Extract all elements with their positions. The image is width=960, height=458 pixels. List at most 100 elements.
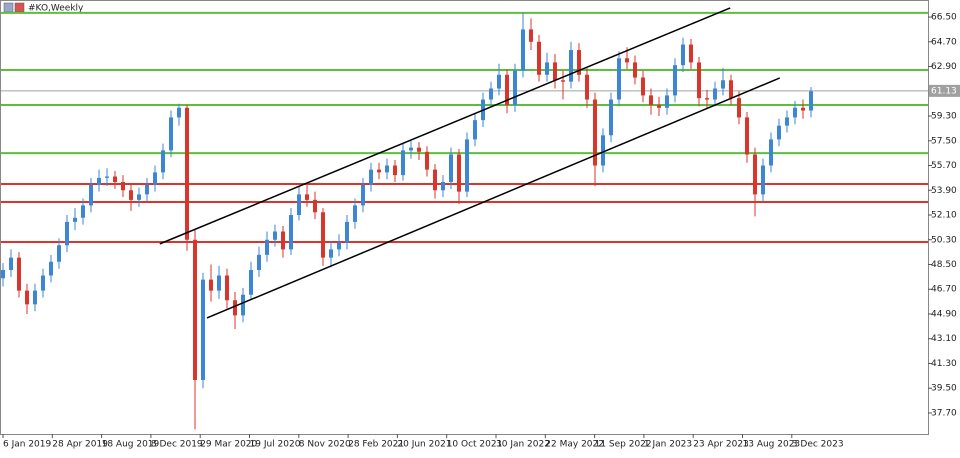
- candle-body: [641, 77, 645, 96]
- candle-body: [545, 62, 549, 75]
- y-tick-label: 43.10: [931, 334, 957, 344]
- candle-body: [465, 139, 469, 192]
- candle-body: [225, 275, 229, 301]
- candle-body: [113, 176, 117, 183]
- candle-body: [25, 290, 29, 305]
- candle-body: [257, 254, 261, 270]
- y-tick-label: 44.90: [931, 309, 957, 319]
- candle-body: [425, 151, 429, 170]
- candle-body: [129, 190, 133, 200]
- y-tick-label: 66.50: [931, 13, 957, 23]
- candle-body: [121, 182, 125, 191]
- candle-body: [777, 125, 781, 140]
- x-tick-label: 18 Aug 2019: [102, 440, 160, 450]
- candle-body: [585, 74, 589, 100]
- candle-body: [289, 215, 293, 250]
- candle-body: [369, 169, 373, 185]
- candle-body: [17, 257, 21, 291]
- candle-body: [353, 205, 357, 222]
- candle-body: [337, 242, 341, 250]
- candle-body: [153, 172, 157, 185]
- candle-body: [489, 88, 493, 100]
- candle-body: [521, 29, 525, 71]
- trend-line: [206, 77, 781, 319]
- candle-body: [681, 44, 685, 66]
- candle-body: [81, 205, 85, 218]
- x-tick-label: 1 Jan 2023: [644, 440, 692, 450]
- candle-body: [705, 98, 709, 100]
- candle-body: [177, 107, 181, 118]
- candle-body: [657, 105, 661, 108]
- candle-body: [169, 117, 173, 151]
- y-tick-label: 50.30: [931, 235, 957, 245]
- candle-body: [409, 147, 413, 151]
- candle-body: [313, 199, 317, 213]
- candle-body: [49, 261, 53, 276]
- candle-body: [297, 194, 301, 216]
- candle-body: [689, 44, 693, 63]
- candle-body: [417, 147, 421, 152]
- x-tick-label: 8 Dec 2019: [151, 440, 203, 450]
- candle-body: [473, 120, 477, 140]
- y-tick-label: 59.30: [931, 112, 957, 122]
- x-tick-label: 22 May 2022: [545, 440, 604, 450]
- price-label: 61.13: [931, 86, 957, 96]
- candle-body: [1, 269, 5, 279]
- candle-body: [809, 91, 813, 111]
- candle-body: [729, 80, 733, 99]
- candle-body: [673, 65, 677, 96]
- candle-body: [433, 169, 437, 191]
- candle-body: [193, 239, 197, 380]
- candle-body: [89, 184, 93, 206]
- x-tick-label: 19 Jul 2020: [250, 440, 301, 450]
- y-tick-label: 37.70: [931, 408, 957, 418]
- x-tick-label: 6 Jan 2019: [3, 440, 51, 450]
- candle-body: [385, 165, 389, 173]
- candle-body: [41, 275, 45, 291]
- y-tick-label: 52.10: [931, 211, 957, 221]
- candle-body: [513, 70, 517, 106]
- x-tick-label: 28 Feb 2021: [348, 440, 404, 450]
- candle-body: [393, 165, 397, 176]
- price-label-box: [929, 84, 960, 97]
- x-tick-label: 20 Jun 2021: [397, 440, 451, 450]
- candle-body: [497, 74, 501, 89]
- candle-body: [201, 279, 205, 380]
- candle-body: [361, 184, 365, 206]
- x-tick-label: 30 Jan 2022: [496, 440, 550, 450]
- candle-body: [633, 62, 637, 78]
- candle-body: [249, 269, 253, 295]
- candle-body: [217, 275, 221, 291]
- candle-body: [505, 74, 509, 106]
- y-tick-label: 64.70: [931, 37, 957, 47]
- plot-frame: [0, 0, 929, 435]
- candle-body: [137, 194, 141, 200]
- candle-body: [329, 249, 333, 258]
- candle-body: [601, 135, 605, 166]
- candle-body: [105, 176, 109, 178]
- candle-body: [281, 231, 285, 250]
- candle-body: [569, 50, 573, 82]
- candle-body: [577, 50, 581, 75]
- x-tick-label: 23 Apr 2023: [693, 440, 749, 450]
- candle-body: [401, 150, 405, 176]
- candle-body: [377, 169, 381, 173]
- x-tick-label: 13 Aug 2023: [743, 440, 801, 450]
- candle-body: [65, 221, 69, 246]
- x-tick-label: 3 Dec 2023: [792, 440, 844, 450]
- candle-body: [713, 88, 717, 100]
- x-tick-label: 29 Mar 2020: [200, 440, 257, 450]
- candle-body: [241, 294, 245, 316]
- candle-body: [305, 194, 309, 200]
- x-tick-label: 28 Apr 2019: [52, 440, 108, 450]
- x-tick-label: 11 Sep 2022: [595, 440, 652, 450]
- chart-title: #KO,Weekly: [28, 4, 84, 14]
- candle-body: [737, 98, 741, 118]
- candle-body: [753, 154, 757, 195]
- y-tick-label: 46.70: [931, 285, 957, 295]
- candle-body: [801, 107, 805, 111]
- candle-body: [345, 221, 349, 243]
- x-tick-label: 10 Oct 2021: [447, 440, 503, 450]
